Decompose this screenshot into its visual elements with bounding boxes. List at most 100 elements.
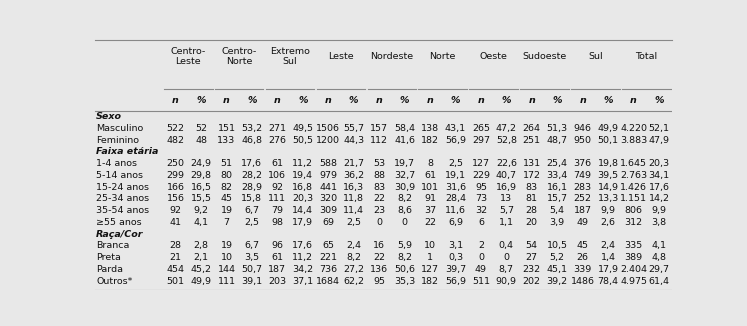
Text: 35,3: 35,3 bbox=[394, 277, 415, 286]
Text: 5,9: 5,9 bbox=[397, 242, 412, 250]
Text: 5,2: 5,2 bbox=[550, 253, 565, 262]
Text: 2,1: 2,1 bbox=[193, 253, 208, 262]
Text: 25,4: 25,4 bbox=[547, 159, 568, 168]
Text: 92: 92 bbox=[271, 183, 283, 192]
Text: 6: 6 bbox=[478, 218, 484, 227]
Text: 144: 144 bbox=[217, 265, 235, 274]
Text: 39,5: 39,5 bbox=[598, 171, 619, 180]
Text: 3.883: 3.883 bbox=[620, 136, 647, 144]
Text: 52,1: 52,1 bbox=[648, 124, 669, 133]
Text: n: n bbox=[223, 96, 230, 105]
Text: 10: 10 bbox=[220, 253, 232, 262]
Text: 11,4: 11,4 bbox=[343, 206, 365, 215]
Text: 806: 806 bbox=[624, 206, 642, 215]
Text: 202: 202 bbox=[523, 277, 541, 286]
Text: 17,9: 17,9 bbox=[598, 265, 619, 274]
Text: %: % bbox=[400, 96, 409, 105]
Text: 61: 61 bbox=[271, 253, 283, 262]
Text: 21,7: 21,7 bbox=[343, 159, 365, 168]
Text: 221: 221 bbox=[319, 253, 337, 262]
Text: 4,1: 4,1 bbox=[193, 218, 208, 227]
Text: 187: 187 bbox=[268, 265, 286, 274]
Text: n: n bbox=[274, 96, 281, 105]
Text: 2,5: 2,5 bbox=[244, 218, 259, 227]
Text: 111: 111 bbox=[268, 194, 286, 203]
Text: 17,6: 17,6 bbox=[241, 159, 262, 168]
Text: n: n bbox=[630, 96, 637, 105]
Text: 51: 51 bbox=[220, 159, 232, 168]
Text: 15,5: 15,5 bbox=[190, 194, 211, 203]
Text: n: n bbox=[477, 96, 484, 105]
Text: %: % bbox=[501, 96, 511, 105]
Text: 182: 182 bbox=[421, 136, 439, 144]
Text: 50,6: 50,6 bbox=[394, 265, 415, 274]
Text: 1486: 1486 bbox=[571, 277, 595, 286]
Text: 61: 61 bbox=[424, 171, 436, 180]
Text: 45: 45 bbox=[220, 194, 232, 203]
Text: 522: 522 bbox=[167, 124, 185, 133]
Text: 4.975: 4.975 bbox=[620, 277, 647, 286]
Text: 20: 20 bbox=[526, 218, 538, 227]
Text: 3,9: 3,9 bbox=[550, 218, 565, 227]
Text: 4,8: 4,8 bbox=[651, 253, 666, 262]
Text: 265: 265 bbox=[472, 124, 490, 133]
Text: %: % bbox=[196, 96, 205, 105]
Text: 0,4: 0,4 bbox=[499, 242, 514, 250]
Text: 0,3: 0,3 bbox=[448, 253, 463, 262]
Text: 48,7: 48,7 bbox=[547, 136, 568, 144]
Text: 34,2: 34,2 bbox=[292, 265, 313, 274]
Text: 35-54 anos: 35-54 anos bbox=[96, 206, 149, 215]
Text: 1.426: 1.426 bbox=[620, 183, 647, 192]
Text: 1: 1 bbox=[427, 253, 433, 262]
Text: 182: 182 bbox=[421, 277, 439, 286]
Text: 8: 8 bbox=[427, 159, 433, 168]
Text: 283: 283 bbox=[574, 183, 592, 192]
Text: Preta: Preta bbox=[96, 253, 121, 262]
Text: n: n bbox=[173, 96, 179, 105]
Text: 19: 19 bbox=[220, 206, 232, 215]
Text: 252: 252 bbox=[574, 194, 592, 203]
Text: 19,1: 19,1 bbox=[445, 171, 466, 180]
Text: 1,4: 1,4 bbox=[601, 253, 616, 262]
Text: Raça/Cor: Raça/Cor bbox=[96, 230, 143, 239]
Text: 10,5: 10,5 bbox=[547, 242, 568, 250]
Text: 43,1: 43,1 bbox=[445, 124, 466, 133]
Text: 501: 501 bbox=[167, 277, 185, 286]
Text: 5-14 anos: 5-14 anos bbox=[96, 171, 143, 180]
Text: 1-4 anos: 1-4 anos bbox=[96, 159, 137, 168]
Text: 276: 276 bbox=[268, 136, 286, 144]
Text: 27: 27 bbox=[526, 253, 538, 262]
Text: 127: 127 bbox=[421, 265, 439, 274]
Text: 14,2: 14,2 bbox=[648, 194, 669, 203]
Text: 2,5: 2,5 bbox=[346, 218, 361, 227]
Text: %: % bbox=[604, 96, 613, 105]
Text: 95: 95 bbox=[475, 183, 487, 192]
Text: 33,4: 33,4 bbox=[547, 171, 568, 180]
Text: 19: 19 bbox=[220, 242, 232, 250]
Text: 34,1: 34,1 bbox=[648, 171, 669, 180]
Text: 2,4: 2,4 bbox=[346, 242, 361, 250]
Text: 14,4: 14,4 bbox=[292, 206, 313, 215]
Text: 166: 166 bbox=[167, 183, 185, 192]
Text: 4.220: 4.220 bbox=[620, 124, 647, 133]
Text: n: n bbox=[427, 96, 433, 105]
Text: 15,7: 15,7 bbox=[547, 194, 568, 203]
Text: 96: 96 bbox=[271, 242, 283, 250]
Text: 11,8: 11,8 bbox=[343, 194, 365, 203]
Text: %: % bbox=[654, 96, 664, 105]
Text: 19,7: 19,7 bbox=[394, 159, 415, 168]
Text: 19,4: 19,4 bbox=[292, 171, 313, 180]
Text: 92: 92 bbox=[170, 206, 182, 215]
Text: 49,5: 49,5 bbox=[292, 124, 313, 133]
Text: 41: 41 bbox=[170, 218, 182, 227]
Text: 9,9: 9,9 bbox=[651, 206, 666, 215]
Text: 54: 54 bbox=[526, 242, 538, 250]
Text: 736: 736 bbox=[319, 265, 338, 274]
Text: Oeste: Oeste bbox=[480, 52, 507, 61]
Text: 49,9: 49,9 bbox=[190, 277, 211, 286]
Text: 73: 73 bbox=[475, 194, 487, 203]
Text: 127: 127 bbox=[472, 159, 490, 168]
Text: 187: 187 bbox=[574, 206, 592, 215]
Text: n: n bbox=[325, 96, 332, 105]
Text: Outros*: Outros* bbox=[96, 277, 133, 286]
